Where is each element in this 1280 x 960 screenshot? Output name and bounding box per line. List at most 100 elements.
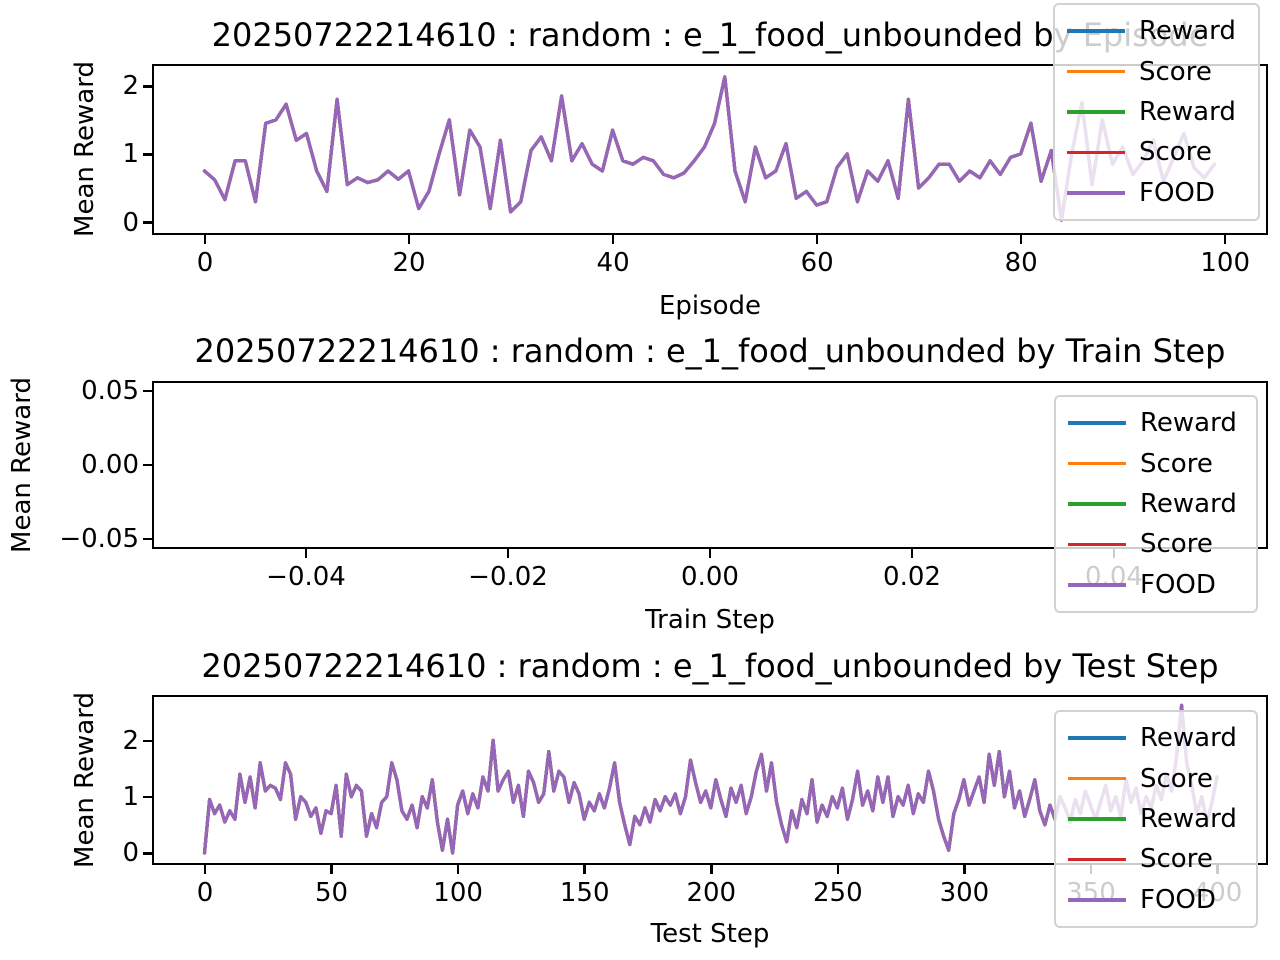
legend-item: Reward xyxy=(1068,489,1246,519)
x-tick-label: −0.04 xyxy=(266,562,346,592)
legend-line-sample xyxy=(1067,191,1125,195)
x-tick-mark xyxy=(304,549,308,558)
legend-line-sample xyxy=(1068,421,1126,425)
x-tick-label: 0 xyxy=(196,248,214,278)
legend-item: Score xyxy=(1068,764,1246,794)
legend-item: Reward xyxy=(1067,97,1248,127)
legend-line-sample xyxy=(1068,461,1126,466)
legend-label: Score xyxy=(1140,844,1213,875)
line-plot xyxy=(202,75,1217,222)
x-tick-mark xyxy=(330,865,333,874)
x-tick-mark xyxy=(583,865,586,874)
y-tick-mark xyxy=(143,85,152,88)
x-tick-mark xyxy=(506,549,510,558)
legend-label: FOOD xyxy=(1140,569,1216,600)
legend-line-sample xyxy=(1068,502,1126,506)
y-tick-mark xyxy=(143,795,152,799)
legend-label: Score xyxy=(1139,137,1212,168)
legend-item: Score xyxy=(1068,449,1246,479)
legend-item: FOOD xyxy=(1067,178,1248,208)
y-tick-mark xyxy=(143,463,152,467)
x-tick-mark xyxy=(815,235,819,244)
legend-label: Reward xyxy=(1140,488,1237,519)
x-tick-mark xyxy=(1019,235,1023,244)
legend-item: Reward xyxy=(1067,16,1248,46)
x-tick-label: 100 xyxy=(1200,248,1250,278)
legend-label: Reward xyxy=(1140,803,1237,834)
y-tick-mark xyxy=(143,852,152,855)
legend-line-sample xyxy=(1068,817,1126,821)
chart-title: 20250722214610 : random : e_1_food_unbou… xyxy=(201,647,1219,685)
x-tick-mark xyxy=(963,865,966,874)
y-tick-label: 0 xyxy=(122,207,139,238)
legend-item: Reward xyxy=(1068,804,1246,834)
legend-label: FOOD xyxy=(1140,884,1216,915)
x-tick-label: 0.02 xyxy=(883,562,941,592)
x-tick-label: 50 xyxy=(315,878,349,908)
legend-line-sample xyxy=(1068,736,1126,740)
legend-item: FOOD xyxy=(1068,570,1246,600)
y-tick-mark xyxy=(143,153,152,156)
x-tick-label: 0 xyxy=(196,878,214,908)
x-tick-label: 60 xyxy=(800,248,834,278)
x-tick-mark xyxy=(710,865,713,874)
y-axis-label: Mean Reward xyxy=(70,692,100,868)
y-tick-mark xyxy=(143,537,152,541)
y-tick-label: 1 xyxy=(122,139,139,170)
legend-item: Score xyxy=(1068,529,1246,559)
legend-label: Score xyxy=(1139,56,1212,87)
x-tick-label: 0.00 xyxy=(681,562,739,592)
y-tick-mark xyxy=(143,389,152,393)
y-tick-label: −0.05 xyxy=(59,524,139,555)
y-tick-mark xyxy=(143,739,152,743)
food-series-line xyxy=(202,703,1219,855)
legend-item: Reward xyxy=(1068,723,1246,753)
x-axis-label: Train Step xyxy=(645,605,775,635)
x-tick-label: 20 xyxy=(392,248,426,278)
plot-area xyxy=(152,381,1268,549)
legend-line-sample xyxy=(1068,583,1126,587)
y-tick-label: 0.00 xyxy=(81,450,139,480)
legend-item: Score xyxy=(1067,57,1248,87)
line-plot xyxy=(202,703,1219,855)
y-tick-label: 1 xyxy=(122,782,139,813)
x-tick-label: 150 xyxy=(559,878,610,908)
x-tick-mark xyxy=(611,235,615,244)
x-tick-label: 250 xyxy=(813,878,863,908)
x-tick-mark xyxy=(203,235,207,244)
legend-line-sample xyxy=(1067,150,1125,155)
chart-title: 20250722214610 : random : e_1_food_unbou… xyxy=(194,332,1226,370)
chart-title: 20250722214610 : random : e_1_food_unbou… xyxy=(211,16,1209,54)
x-tick-label: 80 xyxy=(1004,248,1038,278)
legend-label: Score xyxy=(1140,529,1213,560)
legend-item: FOOD xyxy=(1068,885,1246,915)
x-tick-mark xyxy=(203,865,207,874)
x-tick-mark xyxy=(456,865,460,874)
plot-area xyxy=(152,64,1268,235)
x-tick-label: 40 xyxy=(596,248,630,278)
legend-item: Score xyxy=(1067,137,1248,167)
legend-label: Reward xyxy=(1139,16,1236,47)
legend-line-sample xyxy=(1068,776,1126,781)
legend-label: Reward xyxy=(1139,96,1236,127)
y-tick-label: 2 xyxy=(122,725,139,756)
y-tick-label: 0 xyxy=(122,838,139,869)
plot-area xyxy=(152,695,1268,865)
legend: Reward Score Reward Score FOOD xyxy=(1054,395,1258,613)
y-tick-mark xyxy=(143,221,152,224)
x-tick-label: −0.02 xyxy=(468,562,548,592)
legend-line-sample xyxy=(1067,29,1125,33)
legend: Reward Score Reward Score FOOD xyxy=(1054,710,1258,928)
legend-label: Reward xyxy=(1140,408,1237,439)
legend-label: Reward xyxy=(1140,723,1237,754)
legend-line-sample xyxy=(1068,857,1126,862)
legend-line-sample xyxy=(1067,69,1125,74)
legend-line-sample xyxy=(1068,898,1126,902)
legend-line-sample xyxy=(1068,542,1126,547)
x-axis-label: Test Step xyxy=(650,919,770,949)
legend: Reward Score Reward Score FOOD xyxy=(1053,3,1260,221)
legend-item: Reward xyxy=(1068,408,1246,438)
